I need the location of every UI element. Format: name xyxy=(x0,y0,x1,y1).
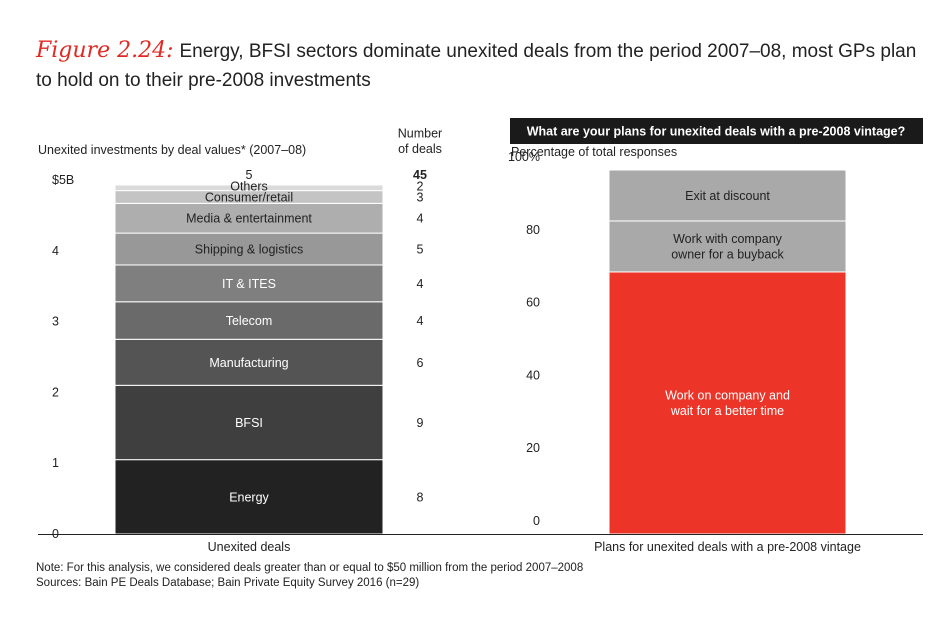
left-y-tick-label: 3 xyxy=(52,315,59,329)
left-segment-label: BFSI xyxy=(235,416,263,430)
left-deal-count: 4 xyxy=(417,212,424,226)
left-bar-segment xyxy=(114,184,384,192)
figure-title-text: Energy, BFSI sectors dominate unexited d… xyxy=(36,41,917,91)
figure-title: Figure 2.24: Energy, BFSI sectors dominat… xyxy=(36,36,926,95)
right-subtitle: Percentage of total responses xyxy=(511,145,677,159)
figure-label: Figure 2.24: xyxy=(36,38,174,63)
left-bar-segment xyxy=(114,301,384,340)
left-segment-label: Others xyxy=(230,179,268,193)
right-header-bar xyxy=(510,118,923,144)
left-bar-segment xyxy=(114,384,384,461)
note-text: Note: For this analysis, we considered d… xyxy=(36,562,584,574)
left-x-label: Unexited deals xyxy=(208,540,291,554)
left-count-total: 45 xyxy=(413,168,427,182)
right-segment-label: Work on company and wait for a better tim… xyxy=(665,389,790,419)
left-bar-segment xyxy=(114,232,384,266)
sources-text: Sources: Bain PE Deals Database; Bain Pr… xyxy=(36,577,420,589)
left-segment-label: Media & entertainment xyxy=(186,212,312,226)
left-deal-count: 9 xyxy=(417,416,424,430)
right-x-label: Plans for unexited deals with a pre-2008… xyxy=(594,540,861,554)
left-chart: Unexited investments by deal values* (20… xyxy=(38,127,515,554)
left-deal-count: 4 xyxy=(417,277,424,291)
left-deal-count: 4 xyxy=(417,314,424,328)
left-deal-count: 6 xyxy=(417,356,424,370)
right-y-tick-label: 80 xyxy=(526,223,540,237)
left-segment-label: Shipping & logistics xyxy=(195,243,303,257)
right-segment-label: Work with company owner for a buyback xyxy=(671,232,784,262)
right-y-tick-label: 40 xyxy=(526,368,540,382)
left-segment-label: Energy xyxy=(229,490,269,504)
right-y-tick-label: 20 xyxy=(526,441,540,455)
left-bar-segment xyxy=(114,459,384,535)
left-deal-count: 3 xyxy=(417,190,424,204)
left-segment-label: Telecom xyxy=(226,314,273,328)
left-segment-label: Manufacturing xyxy=(209,356,288,370)
left-segment-label: IT & ITES xyxy=(222,277,276,291)
left-deal-count: 2 xyxy=(417,179,424,193)
notes: Note: For this analysis, we considered d… xyxy=(36,561,583,591)
left-bar-segment xyxy=(114,264,384,303)
left-deal-count: 8 xyxy=(417,490,424,504)
left-y-tick-label: 1 xyxy=(52,456,59,470)
right-y-tick-label: 0 xyxy=(533,514,540,528)
right-bar-segment xyxy=(608,169,847,222)
right-header-text: What are your plans for unexited deals w… xyxy=(527,125,906,139)
left-y-tick-label: $5B xyxy=(52,173,74,187)
right-bar-segment xyxy=(608,271,847,535)
count-header: Number of deals xyxy=(398,127,442,157)
right-y-tick-label: 60 xyxy=(526,296,540,310)
left-subtitle: Unexited investments by deal values* (20… xyxy=(38,143,306,157)
right-chart: What are your plans for unexited deals w… xyxy=(508,118,923,554)
right-y-tick-label: 100% xyxy=(508,150,540,164)
right-segment-label: Exit at discount xyxy=(685,189,770,203)
right-bar-segment xyxy=(608,220,847,273)
left-deal-count: 5 xyxy=(417,243,424,257)
left-y-tick-label: 2 xyxy=(52,385,59,399)
left-total-label: 5 xyxy=(246,168,253,182)
left-bar-segment xyxy=(114,338,384,386)
left-segment-label: Consumer/retail xyxy=(205,190,293,204)
left-y-tick-label: 4 xyxy=(52,244,59,258)
